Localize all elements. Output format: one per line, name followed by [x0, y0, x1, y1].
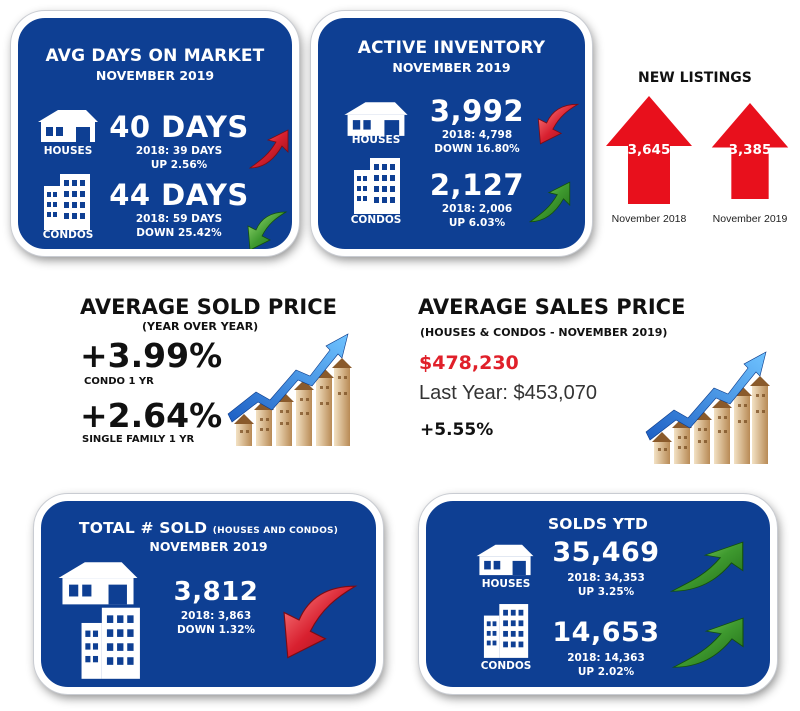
- total-sold-title-small: (HOUSES AND CONDOS): [212, 526, 339, 536]
- avg-sales-price-last-year: Last Year: $453,070: [419, 382, 597, 404]
- condo-yoy-value: +3.99%: [80, 336, 223, 375]
- up-arrow-icon: [528, 181, 571, 223]
- solds-ytd-title: SOLDS YTD: [547, 515, 649, 533]
- houses-label: HOUSES: [481, 578, 531, 590]
- new-listings-title: NEW LISTINGS: [638, 70, 752, 86]
- avg-sold-price-title: AVERAGE SOLD PRICE: [80, 295, 337, 319]
- new-listings-2018-value: 3,645: [627, 142, 671, 158]
- rising-houses-illustration: [645, 351, 770, 464]
- houses-ytd-change: UP 3.25%: [577, 586, 635, 598]
- total-sold-value: 3,812: [173, 577, 259, 607]
- active-inventory-subtitle: NOVEMBER 2019: [392, 60, 511, 75]
- active-inventory-title: ACTIVE INVENTORY: [357, 38, 546, 58]
- avg-sales-price-current: $478,230: [419, 352, 519, 374]
- condos-label: CONDOS: [350, 214, 402, 226]
- avg-sales-price-change: +5.55%: [420, 420, 494, 440]
- house-icon: [58, 562, 138, 605]
- single-family-yoy-label: SINGLE FAMILY 1 YR: [82, 434, 195, 445]
- total-sold-title-main: TOTAL # SOLD: [78, 519, 208, 537]
- total-sold-subtitle: NOVEMBER 2019: [149, 539, 268, 554]
- avg-days-title: AVG DAYS ON MARKET: [45, 46, 265, 66]
- condos-ytd-value: 14,653: [552, 617, 660, 648]
- avg-sales-price-title: AVERAGE SALES PRICE: [418, 295, 686, 319]
- houses-days-prev: 2018: 39 DAYS: [135, 145, 223, 157]
- up-arrow-icon: [669, 541, 744, 592]
- new-listings-2018-caption: November 2018: [611, 213, 687, 225]
- new-listings-2019-caption: November 2019: [712, 213, 788, 225]
- condos-inventory-change: UP 6.03%: [448, 217, 506, 229]
- rising-houses-illustration: [227, 333, 352, 446]
- avg-sold-price-subtitle: (YEAR OVER YEAR): [142, 320, 259, 333]
- houses-inventory-value: 3,992: [429, 94, 525, 128]
- red-up-arrow-icon: [606, 96, 692, 204]
- condos-inventory-value: 2,127: [429, 168, 525, 202]
- house-icon: [344, 102, 408, 136]
- houses-inventory-change: DOWN 16.80%: [434, 143, 520, 155]
- condo-icon: [354, 158, 400, 214]
- total-sold-card: TOTAL # SOLD (HOUSES AND CONDOS) NOVEMBE…: [34, 494, 383, 694]
- condos-label: CONDOS: [480, 660, 532, 672]
- condos-label: CONDOS: [42, 229, 94, 241]
- avg-sales-price-subtitle: (HOUSES & CONDOS - NOVEMBER 2019): [420, 326, 668, 339]
- houses-ytd-prev: 2018: 34,353: [567, 572, 645, 584]
- condos-ytd-prev: 2018: 14,363: [567, 652, 645, 664]
- solds-ytd-card: SOLDS YTD HOUSES 35,469 2018: 34,353 UP …: [419, 494, 777, 694]
- houses-days-value: 40 DAYS: [109, 110, 249, 144]
- avg-days-card: AVG DAYS ON MARKET NOVEMBER 2019 HOUSES …: [11, 11, 299, 256]
- single-family-yoy-value: +2.64%: [80, 396, 223, 435]
- houses-inventory-prev: 2018: 4,798: [441, 129, 513, 141]
- condos-days-change: DOWN 25.42%: [136, 227, 222, 239]
- down-arrow-icon: [283, 585, 358, 659]
- new-listings-2019-value: 3,385: [728, 142, 772, 158]
- house-icon: [38, 110, 98, 142]
- houses-days-change: UP 2.56%: [150, 159, 208, 171]
- condo-icon: [483, 604, 529, 658]
- houses-ytd-value: 35,469: [552, 537, 660, 568]
- total-sold-prev: 2018: 3,863: [180, 610, 252, 622]
- up-arrow-icon: [671, 617, 744, 668]
- active-inventory-card: ACTIVE INVENTORY NOVEMBER 2019 HOUSES 3,…: [311, 11, 592, 256]
- red-up-arrow-icon: [711, 103, 789, 199]
- down-arrow-icon: [247, 211, 288, 249]
- total-sold-title: TOTAL # SOLD (HOUSES AND CONDOS): [41, 519, 376, 537]
- condos-inventory-prev: 2018: 2,006: [441, 203, 513, 215]
- total-sold-change: DOWN 1.32%: [176, 624, 256, 636]
- condo-icon: [44, 174, 90, 230]
- up-arrow-icon: [248, 129, 289, 169]
- houses-label: HOUSES: [351, 134, 401, 146]
- condos-ytd-change: UP 2.02%: [577, 666, 635, 678]
- condos-days-value: 44 DAYS: [109, 178, 249, 212]
- condo-icon: [81, 607, 140, 679]
- house-icon: [476, 544, 534, 576]
- condo-yoy-label: CONDO 1 YR: [84, 376, 154, 387]
- houses-label: HOUSES: [43, 145, 93, 157]
- avg-days-subtitle: NOVEMBER 2019: [95, 68, 215, 83]
- condos-days-prev: 2018: 59 DAYS: [135, 213, 223, 225]
- down-arrow-icon: [537, 103, 580, 145]
